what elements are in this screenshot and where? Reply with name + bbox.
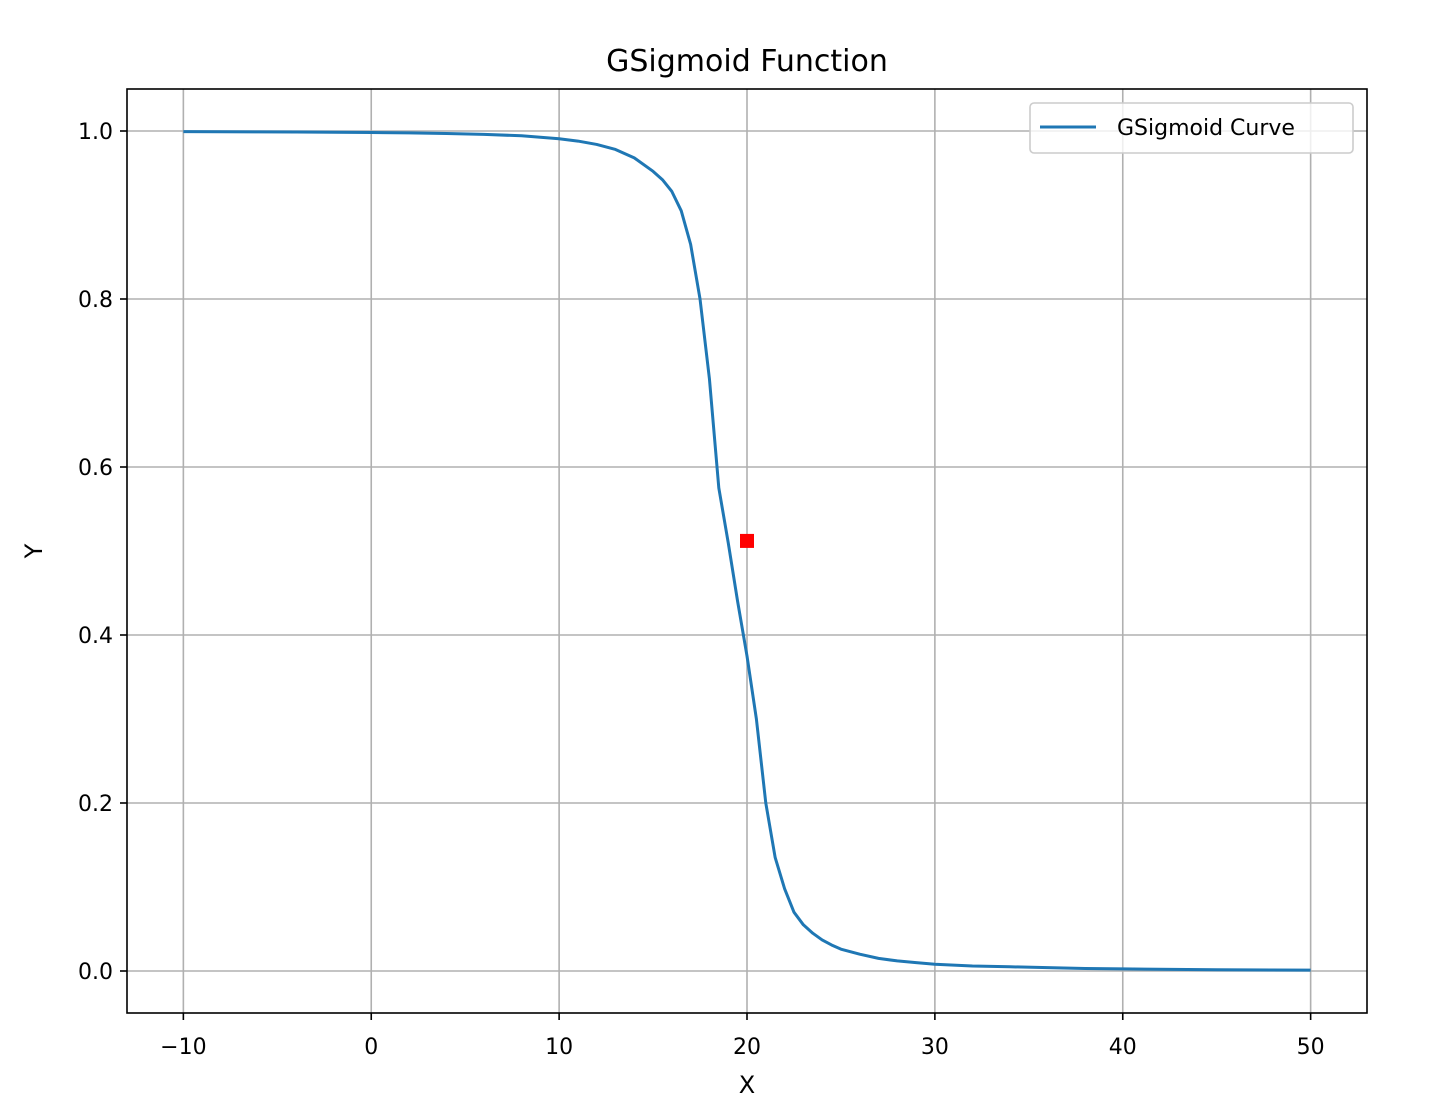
x-axis-label: X (739, 1071, 755, 1099)
x-tick-label: −10 (160, 1035, 206, 1060)
x-tick-label: 50 (1297, 1035, 1325, 1060)
y-tick-label: 0.0 (78, 960, 113, 985)
x-tick-label: 30 (921, 1035, 949, 1060)
chart-title: GSigmoid Function (606, 44, 888, 79)
plot-area (183, 130, 1311, 972)
x-tick-label: 40 (1109, 1035, 1137, 1060)
y-tick-label: 0.2 (78, 792, 113, 817)
x-tick-label: 20 (733, 1035, 761, 1060)
legend: GSigmoid Curve (1029, 102, 1354, 154)
x-tick-label: 0 (364, 1035, 378, 1060)
y-axis: 0.0 0.2 0.4 0.6 0.8 1.0 (78, 120, 127, 985)
x-axis: −10 0 10 20 30 40 50 (160, 1013, 1325, 1060)
series-line-gsigmoid-curve (183, 130, 1311, 972)
x-tick-label: 10 (545, 1035, 573, 1060)
legend-label-gsigmoid: GSigmoid Curve (1117, 116, 1295, 141)
highlight-point-marker (740, 533, 754, 548)
y-axis-label: Y (20, 543, 48, 559)
y-tick-label: 0.8 (78, 288, 113, 313)
legend-box (1029, 102, 1354, 154)
y-tick-label: 1.0 (78, 120, 113, 145)
y-tick-label: 0.4 (78, 624, 113, 649)
y-tick-label: 0.6 (78, 456, 113, 481)
